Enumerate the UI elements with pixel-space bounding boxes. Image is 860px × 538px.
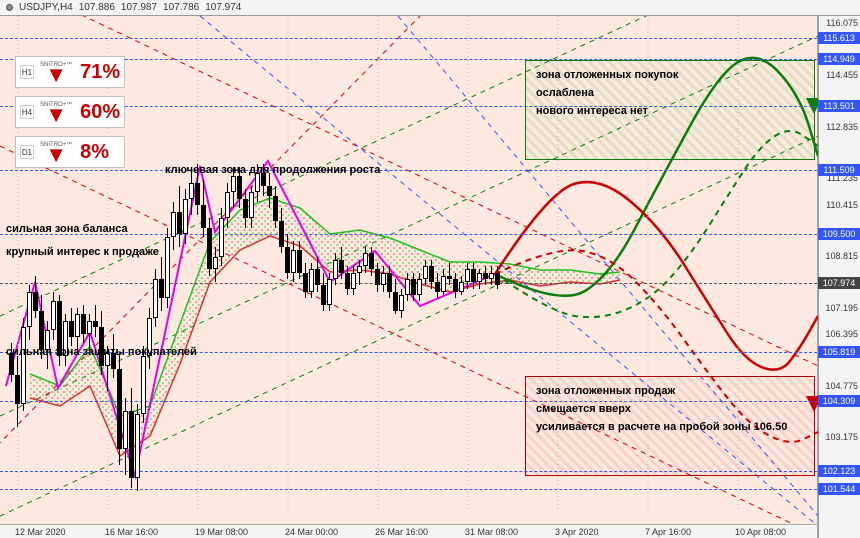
zone-line: усиливается в расчете на пробой зоны 106…	[536, 421, 804, 433]
arrow-down-icon: ▼	[45, 68, 67, 82]
snitro-tf: H4	[20, 105, 34, 119]
zone-line: зона отложенных продаж	[536, 385, 804, 397]
x-tick: 3 Apr 2020	[555, 527, 599, 537]
y-tick: 104.775	[825, 381, 858, 391]
y-level-label: 101.544	[818, 483, 860, 495]
hline	[0, 38, 817, 39]
arrow-down-icon: ▼	[45, 108, 67, 122]
y-tick: 107.195	[825, 303, 858, 313]
symbol-dot-icon	[6, 4, 13, 11]
arrow-down-icon: ▼	[45, 148, 67, 162]
y-tick: 110.415	[826, 200, 858, 210]
snitro-tf: H1	[20, 65, 34, 79]
snitro-indicator: H1SNITRO+™▼71%	[15, 56, 125, 88]
hline	[0, 170, 817, 171]
sell-zone-box: зона отложенных продаж смещается вверх уси…	[525, 376, 815, 476]
snitro-indicator: H4SNITRO+™▼60%	[15, 96, 125, 128]
text-annotation: сильная зона баланса	[6, 223, 128, 235]
snitro-pct: 71%	[80, 61, 120, 84]
y-level-label: 109.500	[818, 228, 860, 240]
ohlc-h: 107.987	[121, 2, 157, 13]
y-level-label: 104.309	[818, 395, 860, 407]
x-tick: 10 Apr 08:00	[735, 527, 786, 537]
zone-line: смещается вверх	[536, 403, 804, 415]
snitro-pct: 60%	[80, 101, 120, 124]
symbol-tf: USDJPY,H4	[19, 2, 73, 13]
y-tick: 116.075	[826, 18, 858, 28]
y-level-label: 107.974	[818, 277, 860, 289]
y-level-label: 113.501	[818, 100, 860, 112]
x-tick: 16 Mar 16:00	[105, 527, 158, 537]
text-annotation: сильная зона защиты покупателей	[6, 346, 197, 358]
y-level-label: 105.819	[818, 346, 860, 358]
y-level-label: 102.123	[818, 465, 860, 477]
snitro-tf: D1	[20, 145, 34, 159]
snitro-indicator: D1SNITRO+™▼8%	[15, 136, 125, 168]
x-tick: 31 Mar 08:00	[465, 527, 518, 537]
y-tick: 108.815	[825, 251, 858, 261]
y-level-label: 114.949	[818, 53, 860, 65]
y-level-label: 115.613	[818, 32, 860, 44]
chart-root: USDJPY,H4 107.886 107.987 107.786 107.97…	[0, 0, 860, 538]
plot-area[interactable]: 12 Mar 2020 16 Mar 16:00 19 Mar 08:00 24 Ma…	[0, 16, 818, 538]
y-tick: 114.455	[826, 70, 858, 80]
y-axis: 116.075114.455112.835111.235110.415108.8…	[818, 16, 860, 538]
ohlc-c: 107.974	[205, 2, 241, 13]
snitro-pct: 8%	[80, 141, 109, 164]
x-tick: 12 Mar 2020	[15, 527, 66, 537]
y-tick: 106.395	[825, 329, 858, 339]
zone-line: зона отложенных покупок	[536, 69, 804, 81]
hline	[0, 489, 817, 490]
x-axis: 12 Mar 2020 16 Mar 16:00 19 Mar 08:00 24 Ma…	[0, 524, 817, 538]
y-tick: 103.175	[825, 432, 858, 442]
zone-line: ослаблена	[536, 87, 804, 99]
x-tick: 26 Mar 16:00	[375, 527, 428, 537]
ohlc-o: 107.886	[79, 2, 115, 13]
text-annotation: крупный интерес к продаже	[6, 246, 159, 258]
y-tick: 112.835	[826, 122, 858, 132]
x-tick: 7 Apr 16:00	[645, 527, 691, 537]
x-tick: 24 Mar 00:00	[285, 527, 338, 537]
ohlc-l: 107.786	[163, 2, 199, 13]
x-tick: 19 Mar 08:00	[195, 527, 248, 537]
chart-header: USDJPY,H4 107.886 107.987 107.786 107.97…	[0, 0, 860, 16]
buy-zone-box: зона отложенных покупок ослаблена нового и…	[525, 60, 815, 160]
text-annotation: ключевая зона для продолжения роста	[165, 164, 380, 176]
y-level-label: 111.509	[818, 164, 860, 176]
zone-line: нового интереса нет	[536, 105, 804, 117]
